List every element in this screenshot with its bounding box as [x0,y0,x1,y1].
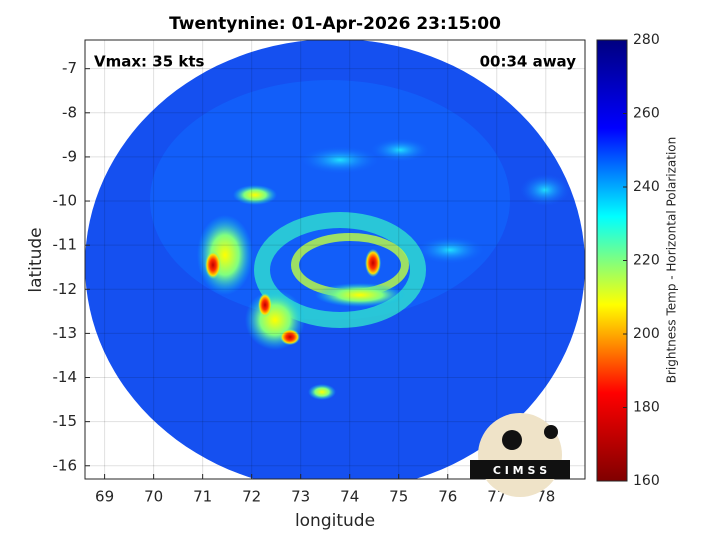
x-tick-label: 78 [536,488,555,506]
convection [280,329,300,345]
band [233,185,277,205]
x-tick-label: 70 [144,488,163,506]
cloud [520,174,570,206]
band [308,384,336,400]
colorbar-tick-label: 220 [633,253,660,269]
x-tick-label: 69 [95,488,114,506]
x-axis-label: longitude [295,511,375,531]
logo-tower [544,425,558,439]
y-tick-label: -14 [53,368,78,386]
x-tick-label: 74 [340,488,359,506]
y-tick-label: -13 [53,324,78,342]
y-tick-label: -12 [53,280,78,298]
band [315,283,405,307]
y-tick-label: -11 [53,236,78,254]
cloud [300,146,380,174]
chart-title: Twentynine: 01-Apr-2026 23:15:00 [169,14,501,34]
y-tick-label: -8 [62,103,77,121]
colorbar-tick-label: 260 [633,106,660,122]
logo: C I M S S [470,413,570,497]
swath-texture [150,80,510,320]
colorbar-tick-label: 160 [633,473,660,489]
x-tick-label: 73 [291,488,310,506]
colorbar-tick-label: 240 [633,179,660,195]
colorbar-label: Brightness Temp - Horizontal Polarizatio… [665,137,679,384]
convection [258,293,272,317]
convection [205,251,221,279]
y-tick-label: -15 [53,412,78,430]
colorbar-tick-label: 200 [633,326,660,342]
colorbar-tick-label: 280 [633,32,660,48]
colorbar [596,39,628,482]
logo-text: C I M S S [493,464,547,477]
logo-dish [502,430,522,450]
cloud [370,138,430,162]
colorbar-tick-label: 180 [633,400,660,416]
imagery [85,40,585,479]
x-tick-label: 71 [193,488,212,506]
convection [365,249,381,277]
x-tick-label: 72 [242,488,261,506]
y-tick-label: -10 [53,192,78,210]
plot-frame [84,39,586,480]
annotation: Vmax: 35 kts [94,53,204,71]
logo-base [470,460,570,479]
eyewall [254,212,426,328]
x-tick-label: 75 [389,488,408,506]
y-axis-label: latitude [26,227,46,292]
band [197,215,253,295]
y-tick-label: -9 [62,147,77,165]
y-tick-label: -7 [62,59,77,77]
y-tick-label: -16 [53,456,78,474]
cloud [415,236,485,264]
x-tick-label: 76 [438,488,457,506]
annotation: 00:34 away [480,53,577,71]
